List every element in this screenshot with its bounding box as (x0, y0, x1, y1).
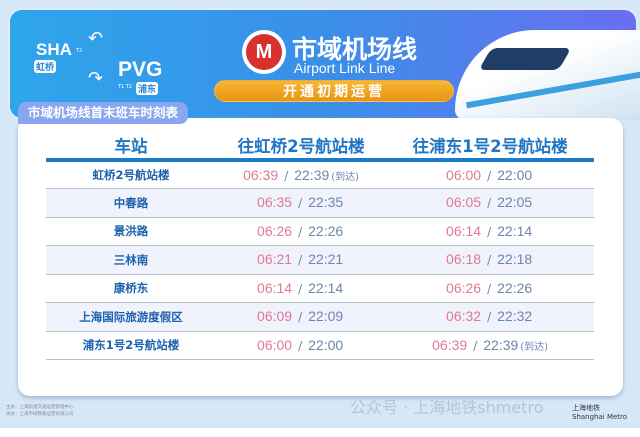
last-train: 22:00 (497, 166, 533, 183)
separator: / (298, 224, 303, 239)
last-train: 22:05 (497, 194, 533, 211)
table-row: 景洪路 06:26 / 22:26 06:14 / 22:14 (46, 217, 594, 246)
to-pudong-times: 06:00 / 22:00 (386, 160, 594, 189)
line-title: 市域机场线 (292, 35, 418, 64)
separator: / (487, 253, 492, 268)
footer-credits: 主办：上海轨道交通运营管理中心 承办：上海市域铁路运营有限公司 (6, 404, 74, 418)
to-hongqiao-times: 06:00 / 22:00 (216, 331, 387, 360)
col-station: 车站 (46, 132, 216, 162)
last-train: 22:14 (308, 279, 344, 296)
credit-line: 主办：上海轨道交通运营管理中心 (6, 405, 74, 410)
first-train: 06:39 (432, 336, 468, 353)
sha-terminal: T2 (76, 48, 83, 54)
first-train: 06:35 (257, 194, 293, 211)
table-row: 上海国际旅游度假区 06:09 / 22:09 06:32 / 22:32 (46, 302, 594, 332)
col-to-pudong: 往浦东1号2号航站楼 (386, 132, 594, 162)
timetable: 车站 往虹桥2号航站楼 往浦东1号2号航站楼 虹桥2号航站楼 06:39 / 22:3… (46, 132, 594, 360)
sha-code: SHA (36, 40, 72, 59)
separator: / (298, 196, 303, 211)
first-train: 06:26 (257, 222, 293, 239)
to-hongqiao-times: 06:14 / 22:14 (216, 274, 387, 303)
separator: / (298, 310, 303, 325)
table-row: 三林南 06:21 / 22:21 06:18 / 22:18 (46, 245, 594, 275)
station-name: 虹桥2号航站楼 (46, 160, 216, 189)
to-pudong-times: 06:32 / 22:32 (386, 302, 594, 332)
last-train: 22:14 (497, 222, 533, 239)
first-train: 06:26 (446, 279, 482, 296)
arrival-note: (到达) (331, 171, 360, 183)
station-name: 康桥东 (46, 274, 216, 303)
to-pudong-times: 06:26 / 22:26 (386, 274, 594, 303)
brand-name-en: Shanghai Metro (572, 413, 628, 421)
pvg-terminal: T1 T2 (118, 84, 133, 90)
brand-name: 上海地铁 (572, 404, 600, 412)
pvg-code: PVG (118, 58, 163, 81)
last-train: 22:32 (497, 308, 533, 325)
watermark: 公众号 · 上海地铁shmetro (350, 398, 544, 417)
separator: / (487, 168, 492, 183)
to-hongqiao-times: 06:09 / 22:09 (216, 302, 387, 332)
first-train: 06:05 (446, 194, 482, 211)
last-train: 22:39 (294, 166, 330, 183)
station-name: 景洪路 (46, 217, 216, 246)
to-pudong-times: 06:14 / 22:14 (386, 217, 594, 246)
station-name: 三林南 (46, 245, 216, 275)
separator: / (298, 281, 303, 296)
last-train: 22:26 (497, 279, 533, 296)
to-pudong-times: 06:39 / 22:39 (到达) (386, 331, 594, 360)
table-row: 康桥东 06:14 / 22:14 06:26 / 22:26 (46, 274, 594, 303)
first-train: 06:14 (446, 222, 482, 239)
credit-line: 承办：上海市域铁路运营有限公司 (6, 412, 74, 417)
last-train: 22:00 (308, 336, 344, 353)
arrow-right-icon: ↷ (88, 68, 104, 89)
first-train: 06:39 (243, 166, 279, 183)
metro-logo-icon: M (242, 30, 286, 74)
station-name: 中春路 (46, 188, 216, 218)
to-hongqiao-times: 06:35 / 22:35 (216, 188, 387, 218)
separator: / (487, 281, 492, 296)
line-title-en: Airport Link Line (294, 60, 396, 76)
table-row: 中春路 06:35 / 22:35 06:05 / 22:05 (46, 188, 594, 218)
last-train: 22:26 (308, 222, 344, 239)
station-name: 上海国际旅游度假区 (46, 302, 216, 332)
station-name: 浦东1号2号航站楼 (46, 331, 216, 360)
status-badge: 开通初期运营 (214, 80, 454, 102)
col-to-hongqiao: 往虹桥2号航站楼 (216, 132, 387, 162)
to-hongqiao-times: 06:26 / 22:26 (216, 217, 387, 246)
bottom-strip (0, 428, 640, 437)
separator: / (487, 196, 492, 211)
brand-logo: 上海地铁 Shanghai Metro (572, 404, 627, 422)
separator: / (298, 338, 303, 353)
separator: / (284, 168, 289, 183)
table-row: 浦东1号2号航站楼 06:00 / 22:00 06:39 / 22:39 (到达) (46, 331, 594, 360)
to-pudong-times: 06:18 / 22:18 (386, 245, 594, 275)
first-train: 06:14 (257, 279, 293, 296)
first-train: 06:21 (257, 251, 293, 268)
arrow-left-icon: ↶ (88, 28, 104, 49)
first-train: 06:09 (257, 308, 293, 325)
pvg-cn: 浦东 (136, 82, 159, 95)
first-train: 06:18 (446, 251, 482, 268)
last-train: 22:09 (308, 308, 344, 325)
separator: / (473, 338, 478, 353)
first-train: 06:32 (446, 308, 482, 325)
last-train: 22:18 (497, 251, 533, 268)
last-train: 22:39 (483, 336, 519, 353)
sha-cn: 虹桥 (34, 60, 57, 73)
to-hongqiao-times: 06:39 / 22:39 (到达) (216, 160, 387, 189)
section-title: 市域机场线首末班车时刻表 (18, 102, 189, 124)
to-pudong-times: 06:05 / 22:05 (386, 188, 594, 218)
separator: / (298, 253, 303, 268)
separator: / (487, 224, 492, 239)
separator: / (487, 310, 492, 325)
first-train: 06:00 (257, 336, 293, 353)
to-hongqiao-times: 06:21 / 22:21 (216, 245, 387, 275)
first-train: 06:00 (446, 166, 482, 183)
last-train: 22:35 (308, 194, 344, 211)
arrival-note: (到达) (520, 341, 549, 353)
last-train: 22:21 (308, 251, 344, 268)
table-row: 虹桥2号航站楼 06:39 / 22:39 (到达) 06:00 / 22:00 (46, 160, 594, 189)
